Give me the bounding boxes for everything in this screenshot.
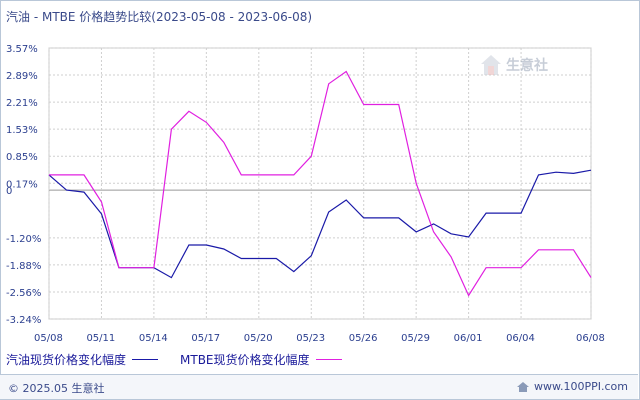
house-logo-icon xyxy=(481,55,501,75)
legend-swatch-gasoline xyxy=(132,359,159,360)
y-tick-label: -1.20% xyxy=(6,234,41,245)
watermark-logo: 生意社 xyxy=(480,54,548,76)
y-tick-label: -2.56% xyxy=(6,288,41,299)
y-tick-label: -3.24% xyxy=(6,315,41,326)
x-tick-label: 06/01 xyxy=(454,333,483,344)
legend-swatch-mtbe xyxy=(315,359,342,360)
legend-label-gasoline: 汽油现货价格变化幅度 xyxy=(6,353,127,367)
x-tick-label: 05/17 xyxy=(191,333,220,344)
x-tick-label: 05/11 xyxy=(86,333,115,344)
chart-legend: 汽油现货价格变化幅度 MTBE现货价格变化幅度 xyxy=(6,351,364,368)
chart-title: 汽油 - MTBE 价格趋势比较(2023-05-08 - 2023-06-08… xyxy=(6,10,313,24)
x-tick-label: 05/20 xyxy=(244,333,273,344)
x-tick-label: 06/08 xyxy=(576,333,605,344)
y-tick-label: 1.53% xyxy=(6,125,38,136)
grid xyxy=(48,47,592,320)
series-line-gasoline xyxy=(48,169,592,279)
series-line-mtbe xyxy=(49,70,592,297)
y-tick-label: 2.89% xyxy=(6,71,38,82)
x-tick-label: 06/04 xyxy=(506,333,535,344)
y-tick-label: 0.17% xyxy=(6,179,38,190)
copyright-text: © 2025.05 生意社 xyxy=(8,382,105,395)
legend-label-mtbe: MTBE现货价格变化幅度 xyxy=(180,353,310,367)
x-tick-label: 05/29 xyxy=(401,333,430,344)
y-tick-label: 2.21% xyxy=(6,98,38,109)
footer-bar: © 2025.05 生意社 www.100PPI.com xyxy=(0,374,638,399)
x-tick-label: 05/26 xyxy=(349,333,378,344)
site-logo-icon xyxy=(517,381,530,392)
x-tick-label: 05/23 xyxy=(296,333,325,344)
x-tick-label: 05/08 xyxy=(34,333,63,344)
series-lines xyxy=(48,70,592,297)
watermark-brand: 生意社 xyxy=(506,58,548,74)
y-tick-label: 0.85% xyxy=(6,152,38,163)
site-link[interactable]: www.100PPI.com xyxy=(516,380,628,393)
site-url: www.100PPI.com xyxy=(534,380,628,393)
y-tick-label: -1.88% xyxy=(6,261,41,272)
y-tick-label: 0 xyxy=(6,186,12,197)
y-tick-label: 3.57% xyxy=(6,44,38,55)
axes: 3.57% 2.89% 2.21% 1.53% 0.85% 0.17%0 -1.20% -1.… xyxy=(6,44,605,344)
x-tick-label: 05/14 xyxy=(139,333,168,344)
